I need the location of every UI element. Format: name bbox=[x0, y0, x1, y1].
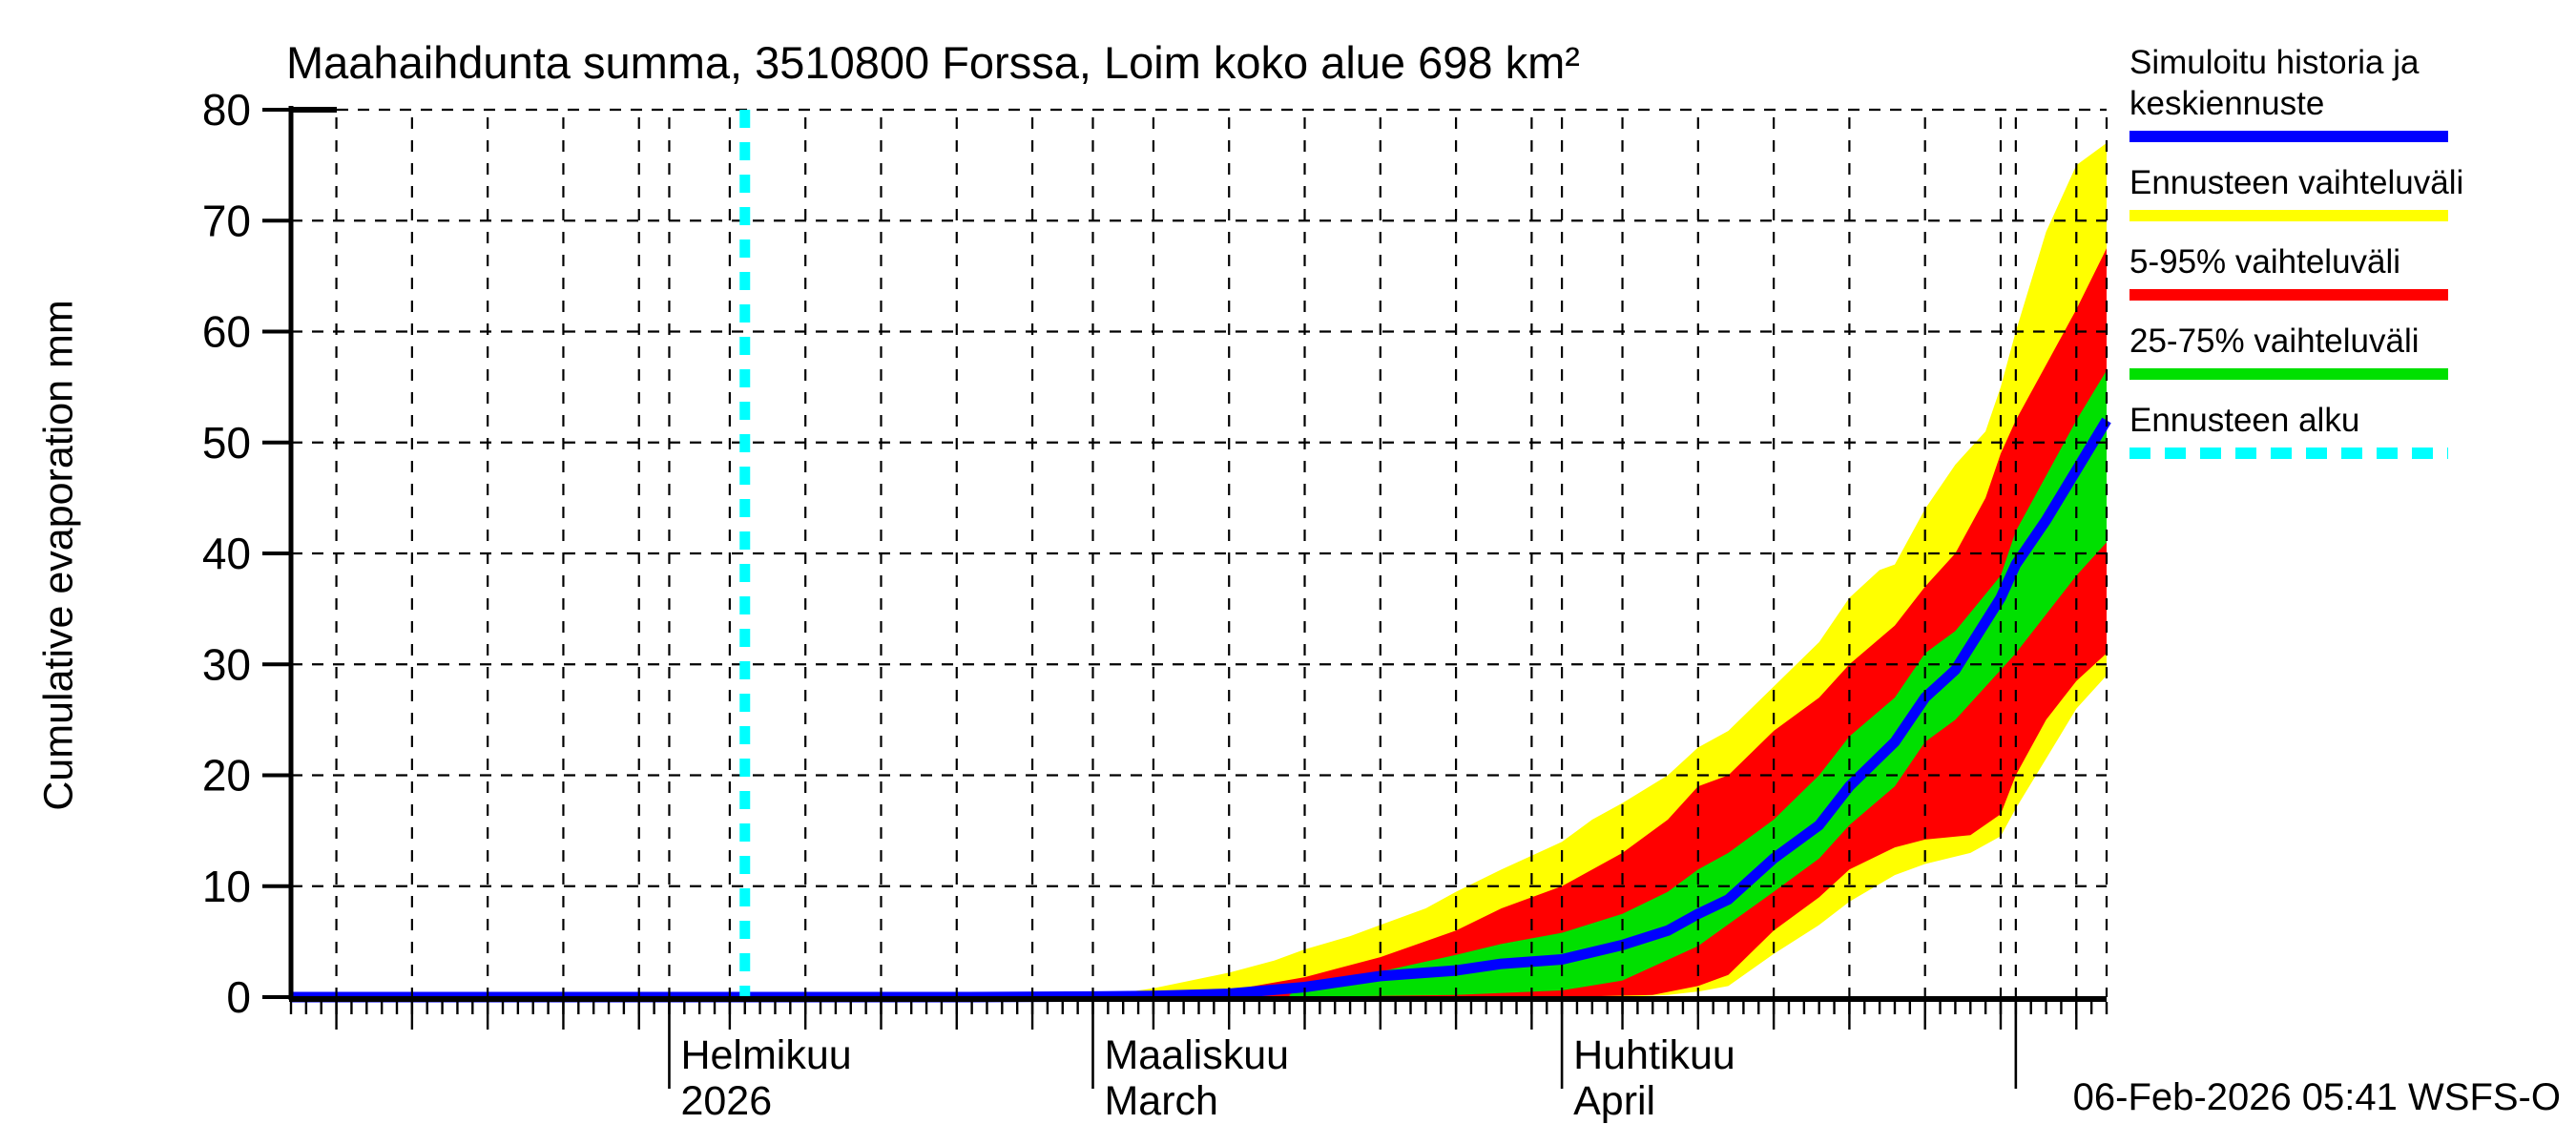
y-tick-label-20: 20 bbox=[202, 751, 251, 801]
y-tick-label-80: 80 bbox=[202, 85, 251, 135]
y-tick-label-40: 40 bbox=[202, 529, 251, 578]
band-5-95 bbox=[1198, 248, 2107, 997]
x-month-label-0: Helmikuu bbox=[680, 1032, 851, 1078]
x-month-sublabel-0: 2026 bbox=[680, 1078, 772, 1124]
x-month-sublabel-1: March bbox=[1104, 1078, 1217, 1124]
legend-item-full-range: Ennusteen vaihteluväli bbox=[2129, 162, 2540, 221]
x-month-label-1: Maaliskuu bbox=[1104, 1032, 1289, 1078]
chart-timestamp: 06-Feb-2026 05:41 WSFS-O bbox=[2072, 1076, 2561, 1118]
legend-swatch-red-line bbox=[2129, 289, 2448, 301]
chart-legend: Simuloitu historia ja keskiennuste Ennus… bbox=[2129, 42, 2540, 479]
legend-item-median: Simuloitu historia ja keskiennuste bbox=[2129, 42, 2540, 142]
legend-swatch-green-line bbox=[2129, 368, 2448, 380]
y-tick-label-0: 0 bbox=[226, 972, 251, 1022]
y-tick-label-60: 60 bbox=[202, 307, 251, 357]
legend-item-5-95: 5-95% vaihteluväli bbox=[2129, 241, 2540, 301]
legend-swatch-cyan-dashed-line bbox=[2129, 448, 2448, 459]
legend-swatch-blue-line bbox=[2129, 131, 2448, 142]
legend-item-25-75: 25-75% vaihteluväli bbox=[2129, 321, 2540, 380]
chart-title: Maahaihdunta summa, 3510800 Forssa, Loim… bbox=[286, 37, 1580, 88]
y-tick-label-50: 50 bbox=[202, 418, 251, 468]
y-tick-label-30: 30 bbox=[202, 639, 251, 689]
legend-label-median: Simuloitu historia ja keskiennuste bbox=[2129, 44, 2420, 122]
median-line bbox=[291, 417, 2111, 1003]
y-tick-label-70: 70 bbox=[202, 196, 251, 245]
x-month-sublabel-2: April bbox=[1573, 1078, 1655, 1124]
y-tick-label-10: 10 bbox=[202, 862, 251, 911]
x-month-label-2: Huhtikuu bbox=[1573, 1032, 1735, 1078]
legend-swatch-yellow-line bbox=[2129, 210, 2448, 221]
legend-item-forecast-start: Ennusteen alku bbox=[2129, 400, 2540, 459]
